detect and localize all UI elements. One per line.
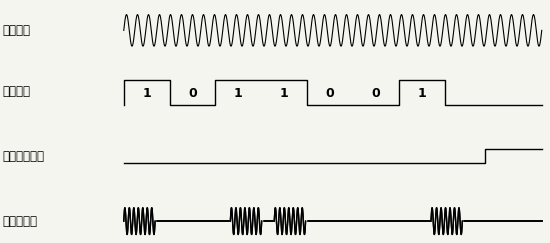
Text: 换能器信号: 换能器信号 [3,215,38,228]
Text: 调制信号: 调制信号 [3,85,31,98]
Text: 1: 1 [417,87,426,100]
Text: 0: 0 [326,87,334,100]
Text: 快门开关信号: 快门开关信号 [3,150,45,163]
Text: 1: 1 [234,87,243,100]
Text: 1: 1 [280,87,289,100]
Text: 0: 0 [372,87,381,100]
Text: 载波信号: 载波信号 [3,24,31,37]
Text: 1: 1 [142,87,151,100]
Text: 0: 0 [188,87,197,100]
